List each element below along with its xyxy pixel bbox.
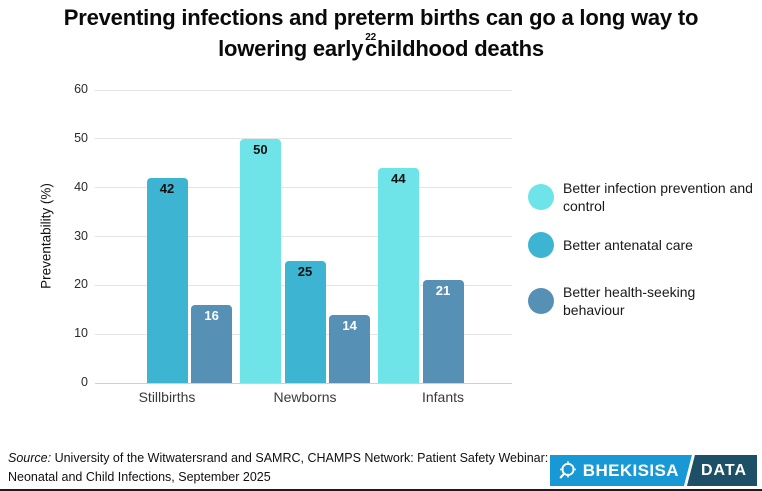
bar-infants-better-health-seeking-behaviour[interactable]: 21 [422,280,464,383]
legend-label: Better health-seeking behaviour [563,284,696,318]
y-tick-label: 30 [74,228,88,243]
y-tick-label: 10 [74,326,88,341]
legend-label: Better infection prevention and control [563,180,753,214]
legend-item-infection-prevention[interactable]: Better infection prevention and control [528,179,760,215]
source-note: Source: University of the Witwatersrand … [8,449,564,487]
y-tick-label: 20 [74,277,88,292]
bar-value-label: 25 [297,263,313,279]
gridline [95,236,512,237]
logo-suffix-text: DATA [700,461,747,479]
bar-newborns-better-antenatal-care[interactable]: 25 [284,260,326,383]
gridline [95,187,512,189]
bar-value-label: 44 [391,171,406,187]
bar-value-label: 50 [253,141,268,157]
legend-swatch-cyan [528,184,554,210]
chart-title: Preventing infections and preterm births… [0,4,762,63]
bar-value-label: 14 [342,317,357,333]
y-tick-label: 40 [74,179,88,194]
footnote-marker: 22 [365,32,376,43]
source-label: Source: [8,451,52,465]
legend: Better infection prevention and control … [528,179,760,319]
bar-value-label: 16 [204,307,219,323]
source-text: University of the Witwatersrand and SAMR… [8,451,549,484]
y-tick-label: 50 [74,130,88,145]
category-label-newborns: Newborns [273,389,337,405]
logo-brand-section: BHEKISISA [550,455,692,486]
logo-suffix-section: DATA [686,455,757,486]
bar-value-label: 42 [159,180,175,196]
legend-swatch-steel [528,288,554,314]
bar-value-label: 21 [435,283,451,299]
bar-infants-better-infection-prevention-and-control[interactable]: 44 [377,168,419,383]
gridline [95,89,512,91]
title-line2: lowering early 22childhood deaths [218,32,544,62]
bhekisisa-data-logo[interactable]: BHEKISISA DATA [550,455,757,486]
category-label-infants: Infants [421,389,465,405]
logo-brand-text: BHEKISISA [582,460,679,480]
bar-stillbirths-better-health-seeking-behaviour[interactable]: 16 [191,304,233,383]
x-axis-baseline [95,382,512,384]
legend-item-health-seeking[interactable]: Better health-seeking behaviour [528,283,760,319]
legend-label: Better antenatal care [563,237,693,253]
category-label-stillbirths: Stillbirths [138,389,196,405]
bar-stillbirths-better-antenatal-care[interactable]: 42 [146,177,188,383]
crosshair-magnifier-icon [558,461,577,480]
legend-item-antenatal-care[interactable]: Better antenatal care [528,232,760,258]
y-tick-label: 60 [74,82,88,96]
y-tick-label: 0 [81,375,88,389]
bar-newborns-better-health-seeking-behaviour[interactable]: 14 [329,314,371,383]
legend-swatch-teal [528,232,554,258]
bar-newborns-better-infection-prevention-and-control[interactable]: 50 [239,138,281,383]
title-line1: Preventing infections and preterm births… [63,5,699,30]
gridline [95,138,512,140]
